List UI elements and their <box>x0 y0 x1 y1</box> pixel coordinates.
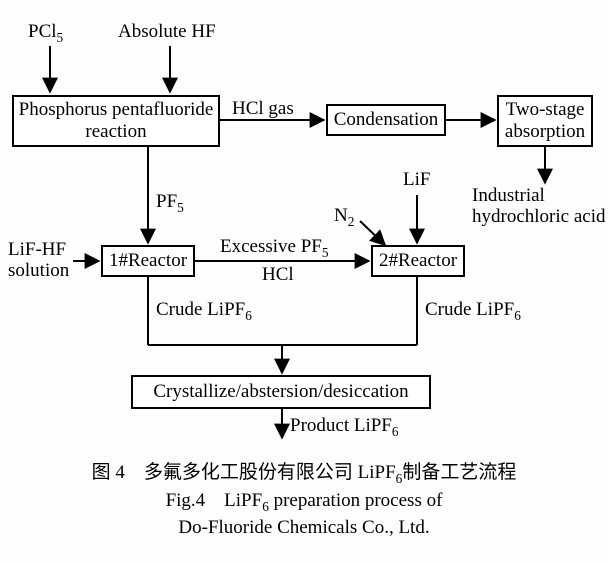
input-n2: N2 <box>334 206 354 229</box>
node-two-stage-absorption: Two-stageabsorption <box>497 95 593 147</box>
edge-excessive-pf5: Excessive PF5 <box>220 237 329 260</box>
edge-hcl: HCl <box>262 265 294 286</box>
figure-caption: 图 4 多氟多化工股份有限公司 LiPF6制备工艺流程 Fig.4 LiPF6 … <box>0 460 608 541</box>
input-absolute-hf: Absolute HF <box>118 22 216 43</box>
edge-crude-lipf6-right: Crude LiPF6 <box>425 300 521 323</box>
node-reactor-2: 2#Reactor <box>371 245 465 277</box>
edge-crude-lipf6-left: Crude LiPF6 <box>156 300 252 323</box>
edge-pf5: PF5 <box>156 192 184 215</box>
node-phosphorus-pentafluoride-reaction: Phosphorus pentafluoridereaction <box>12 95 220 147</box>
input-lif-hf-solution: LiF-HFsolution <box>8 240 69 282</box>
node-crystallize: Crystallize/abstersion/desiccation <box>131 375 431 409</box>
output-product-lipf6: Product LiPF6 <box>290 416 399 439</box>
input-lif: LiF <box>403 170 430 191</box>
node-condensation: Condensation <box>326 104 446 136</box>
input-pcl5: PCl5 <box>28 22 63 45</box>
edge-hcl-gas: HCl gas <box>232 99 294 120</box>
node-reactor-1: 1#Reactor <box>101 245 195 277</box>
output-industrial-hcl: Industrialhydrochloric acid <box>472 186 605 228</box>
